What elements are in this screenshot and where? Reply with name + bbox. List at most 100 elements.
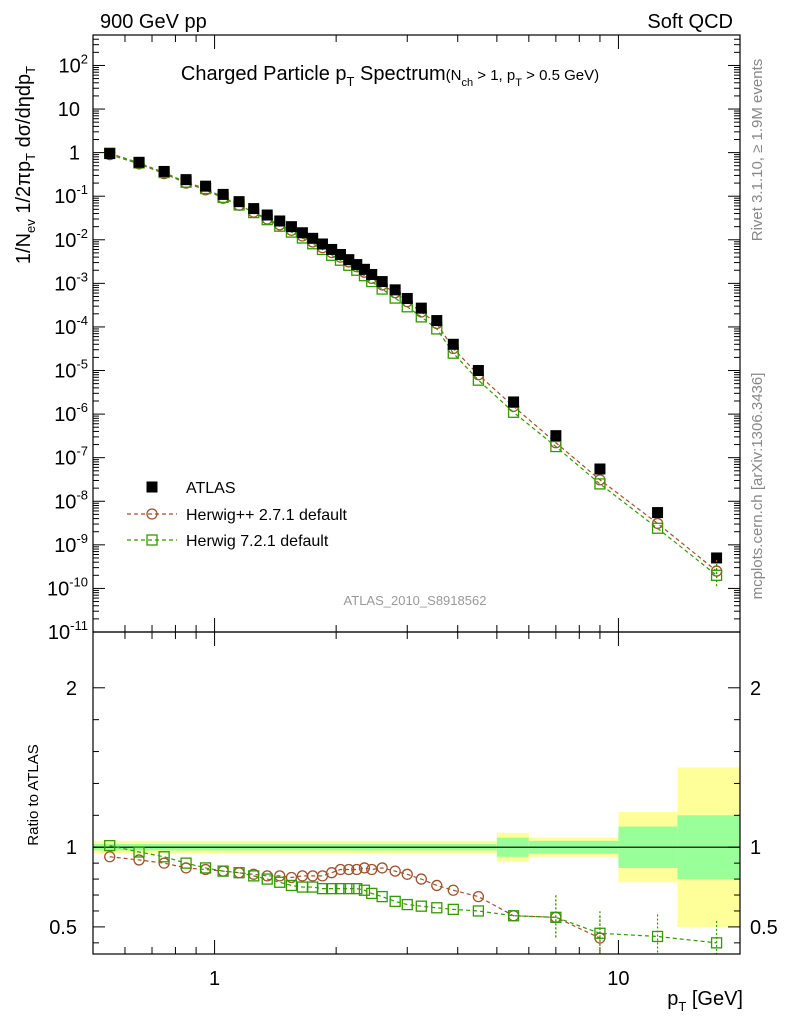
data-point bbox=[104, 148, 116, 160]
main-panel: 10-1110-1010-910-810-710-610-510-410-310… bbox=[13, 34, 741, 644]
y-tick-label: 10-3 bbox=[54, 269, 88, 295]
y-tick-label: 10-4 bbox=[54, 313, 88, 339]
ratio-y-tick-label: 1 bbox=[66, 837, 77, 859]
data-point bbox=[326, 243, 338, 255]
y-tick-label: 1 bbox=[69, 143, 80, 165]
ratio-data-point bbox=[550, 911, 562, 923]
data-point bbox=[180, 174, 192, 186]
main-ticks: 10-1110-1010-910-810-710-610-510-410-310… bbox=[47, 34, 741, 644]
ratio-data-point bbox=[447, 903, 459, 916]
watermark: ATLAS_2010_S8918562 bbox=[344, 593, 487, 608]
mcplots-label: mcplots.cern.ch [arXiv:1306.3436] bbox=[749, 373, 766, 600]
y-tick-label: 10-2 bbox=[54, 226, 88, 252]
ratio-data-point bbox=[158, 857, 170, 869]
data-point bbox=[508, 396, 520, 408]
ratio-data-point bbox=[651, 930, 664, 943]
y-tick-label: 10-11 bbox=[48, 618, 88, 644]
y-tick-label: 10 bbox=[58, 99, 80, 121]
ratio-data-point bbox=[133, 846, 145, 858]
ratio-data-point bbox=[447, 884, 459, 896]
y-tick-label: 10-9 bbox=[54, 531, 88, 557]
ratio-data-point bbox=[326, 882, 338, 895]
ratio-data-point bbox=[472, 890, 485, 903]
ratio-data-point bbox=[274, 870, 286, 882]
legend: ATLAS Herwig++ 2.7.1 default Herwig 7.2.1 … bbox=[127, 480, 348, 550]
ratio-data-point bbox=[431, 902, 443, 914]
data-point bbox=[711, 552, 723, 564]
y-tick-label: 102 bbox=[59, 51, 88, 77]
legend-label: ATLAS bbox=[186, 480, 236, 497]
ratio-data-point bbox=[594, 927, 606, 939]
ratio-data-point bbox=[351, 882, 363, 895]
data-point bbox=[351, 259, 363, 271]
ratio-data-point bbox=[285, 879, 298, 892]
data-point bbox=[274, 215, 286, 227]
data-point bbox=[651, 522, 664, 534]
data-point bbox=[447, 338, 459, 350]
ratio-data-point bbox=[334, 863, 347, 876]
main-series bbox=[104, 147, 723, 588]
ratio-data-point bbox=[217, 865, 229, 877]
data-point bbox=[200, 180, 212, 192]
main-title: Charged Particle pT Spectrum(Nch > 1, pT… bbox=[181, 63, 599, 89]
data-point bbox=[376, 276, 388, 288]
ratio-data-point bbox=[358, 862, 371, 874]
data-point bbox=[358, 263, 370, 275]
ratio-data-point bbox=[248, 870, 260, 882]
ratio-panel: 0.5 0.5 1 1 2 2 1 10 Ratio to ATLAS pT [GeV] bbox=[25, 631, 778, 1014]
data-point bbox=[594, 478, 606, 490]
data-point bbox=[217, 188, 229, 200]
y-tick-label: 10-1 bbox=[54, 182, 88, 208]
ratio-data-point bbox=[376, 890, 388, 903]
data-point bbox=[550, 430, 562, 442]
data-point bbox=[415, 302, 427, 314]
ratio-data-point bbox=[389, 865, 401, 877]
ratio-data-point bbox=[343, 863, 355, 876]
ratio-data-point bbox=[507, 910, 520, 922]
ratio-data-point bbox=[415, 900, 427, 912]
data-point bbox=[343, 254, 355, 266]
y-tick-label: 10-6 bbox=[54, 400, 88, 426]
header-left: 900 GeV pp bbox=[100, 11, 207, 33]
ratio-data-point bbox=[316, 882, 329, 895]
data-point bbox=[296, 227, 308, 239]
legend-label: Herwig 7.2.1 default bbox=[186, 533, 329, 550]
x-tick-label: 1 bbox=[209, 968, 220, 990]
ratio-data-point bbox=[415, 873, 427, 885]
data-point bbox=[261, 209, 273, 221]
ratio-data-point bbox=[389, 895, 401, 908]
data-point bbox=[366, 268, 378, 280]
y-tick-label: 10-7 bbox=[54, 444, 88, 470]
ratio-data-point bbox=[233, 867, 245, 879]
data-point bbox=[472, 365, 484, 377]
main-ylabel: 1/Nev 1/2πpT dσ/dηdpT bbox=[13, 66, 38, 264]
data-point bbox=[316, 238, 328, 250]
data-point bbox=[652, 507, 664, 519]
ratio-y-tick-label: 2 bbox=[750, 678, 761, 700]
ratio-data-point bbox=[358, 884, 371, 896]
ratio-frame bbox=[92, 631, 741, 955]
ratio-data-point bbox=[401, 898, 413, 911]
ratio-data-point bbox=[274, 876, 286, 888]
rivet-label: Rivet 3.1.10, ≥ 1.9M events bbox=[749, 59, 766, 242]
ratio-data-point bbox=[199, 862, 212, 874]
data-point bbox=[550, 440, 562, 453]
data-point bbox=[594, 463, 606, 475]
ratio-data-point bbox=[158, 851, 170, 863]
legend-label: Herwig++ 2.7.1 default bbox=[186, 507, 348, 524]
ratio-y-tick-label: 0.5 bbox=[750, 917, 778, 939]
ratio-data-point bbox=[351, 863, 363, 876]
ratio-data-point bbox=[180, 857, 192, 869]
data-point bbox=[158, 165, 170, 177]
x-tick-label: 10 bbox=[607, 968, 629, 990]
ratio-data-point bbox=[334, 882, 347, 895]
data-point bbox=[133, 156, 145, 168]
ratio-ylabel: Ratio to ATLAS bbox=[25, 744, 42, 845]
data-point bbox=[334, 248, 346, 260]
ratio-data-point bbox=[104, 839, 116, 852]
data-point bbox=[431, 315, 443, 327]
ratio-series-line bbox=[109, 845, 717, 944]
y-tick-label: 10-5 bbox=[54, 357, 88, 383]
y-tick-label: 10-10 bbox=[47, 574, 88, 600]
